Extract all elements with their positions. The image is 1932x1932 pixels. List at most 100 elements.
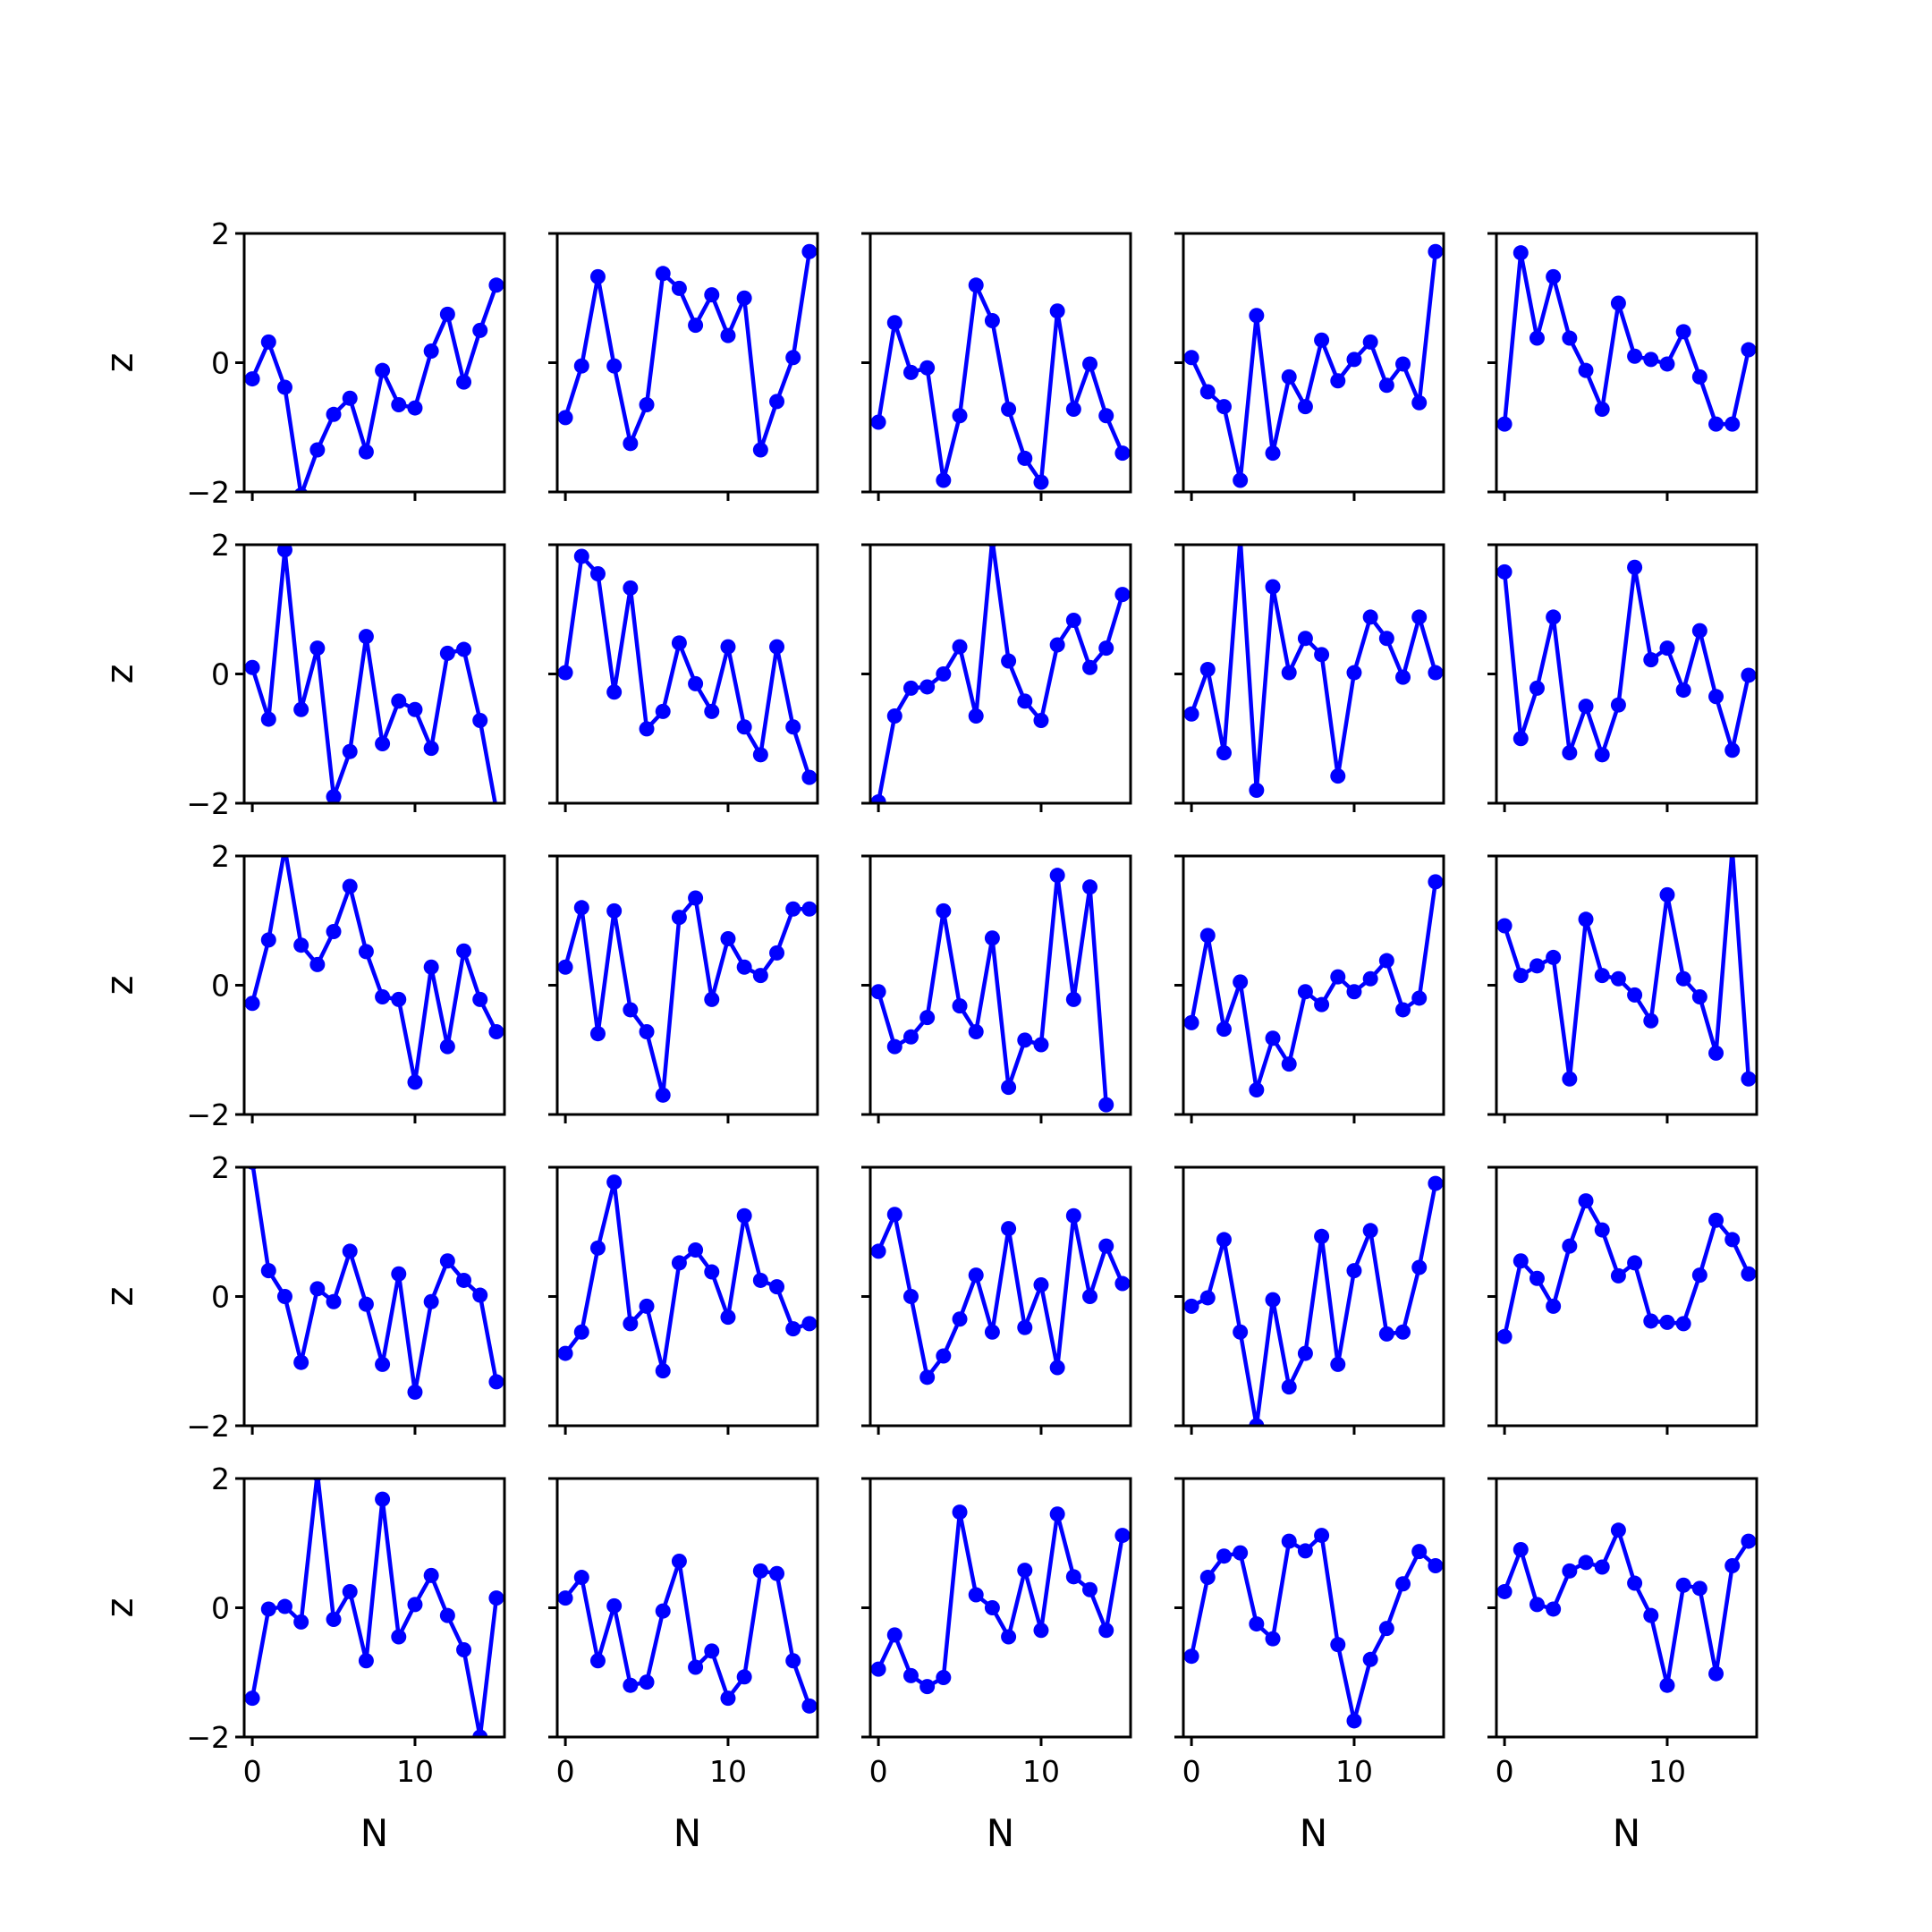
- data-point: [1578, 911, 1594, 928]
- data-point: [260, 711, 276, 727]
- data-point: [1249, 783, 1265, 799]
- y-tick-label: −2: [186, 1097, 230, 1132]
- data-point: [736, 959, 752, 975]
- data-point: [1216, 1548, 1232, 1564]
- y-axis-label: z: [97, 1286, 141, 1306]
- data-point: [472, 713, 488, 729]
- data-point: [1378, 1326, 1394, 1342]
- data-point: [1627, 987, 1643, 1003]
- data-point: [1675, 1577, 1691, 1593]
- data-point: [1724, 742, 1741, 758]
- data-point: [342, 878, 358, 894]
- data-point: [1330, 1637, 1346, 1653]
- series-line: [250, 1167, 499, 1394]
- data-point: [1578, 1555, 1594, 1571]
- data-point: [688, 318, 704, 334]
- series-group: [244, 856, 504, 1090]
- data-point: [1362, 1651, 1378, 1667]
- data-point: [736, 290, 752, 306]
- data-point: [293, 1354, 309, 1370]
- data-point: [1529, 680, 1545, 696]
- series-group: [1183, 874, 1444, 1098]
- x-tick-label: 10: [1022, 1754, 1060, 1789]
- data-point: [902, 680, 919, 696]
- data-point: [1562, 1563, 1578, 1579]
- data-point: [1001, 653, 1017, 669]
- data-point: [936, 1670, 952, 1686]
- series-line: [1502, 1199, 1750, 1337]
- data-point: [671, 280, 687, 296]
- data-point: [1362, 609, 1378, 625]
- data-point: [1529, 958, 1545, 974]
- data-point: [870, 414, 886, 430]
- data-point: [488, 1374, 504, 1390]
- data-point: [919, 1679, 936, 1695]
- data-point: [1594, 1559, 1610, 1575]
- data-point: [1659, 886, 1675, 902]
- data-point: [688, 890, 704, 906]
- data-point: [573, 358, 589, 374]
- series-group: [557, 890, 818, 1103]
- panel-r3-c1: [548, 1165, 819, 1435]
- panel-r3-c0: −2 0 2 z: [97, 1150, 506, 1444]
- y-tick-label: −2: [186, 1720, 230, 1755]
- data-point: [407, 1597, 423, 1613]
- data-point: [639, 1674, 655, 1690]
- data-point: [1033, 713, 1049, 729]
- series-group: [1496, 1193, 1757, 1344]
- data-point: [391, 991, 407, 1007]
- data-point: [1708, 1212, 1724, 1228]
- data-point: [785, 901, 801, 917]
- data-point: [456, 1272, 472, 1288]
- data-point: [1346, 665, 1362, 681]
- data-point: [1265, 579, 1281, 595]
- data-point: [244, 371, 260, 387]
- data-point: [870, 984, 886, 1000]
- data-point: [488, 277, 504, 293]
- data-point: [391, 1266, 407, 1282]
- data-point: [1017, 450, 1033, 466]
- data-point: [655, 266, 671, 282]
- series-group: [870, 868, 1114, 1113]
- data-point: [623, 1002, 639, 1018]
- data-point: [886, 1207, 902, 1223]
- data-point: [1001, 1080, 1017, 1096]
- data-point: [1428, 1558, 1444, 1574]
- data-point: [1281, 1533, 1297, 1549]
- data-point: [720, 1690, 736, 1707]
- data-point: [1741, 342, 1757, 358]
- data-point: [752, 1563, 768, 1579]
- data-point: [1314, 332, 1330, 348]
- data-point: [1082, 1581, 1098, 1597]
- data-point: [1314, 996, 1330, 1013]
- data-point: [769, 639, 785, 655]
- series-group: [244, 277, 504, 492]
- y-tick-label: 2: [211, 216, 230, 251]
- y-tick-label: 0: [211, 969, 230, 1004]
- data-point: [902, 1667, 919, 1683]
- data-point: [244, 1690, 260, 1707]
- data-point: [1297, 399, 1313, 415]
- data-point: [1098, 1623, 1114, 1639]
- y-tick-label: 2: [211, 839, 230, 874]
- series-line: [1189, 1533, 1437, 1724]
- data-point: [1724, 1232, 1741, 1248]
- data-point: [1496, 416, 1513, 432]
- x-tick-label: 10: [1335, 1754, 1373, 1789]
- data-point: [472, 322, 488, 338]
- data-point: [968, 1267, 984, 1284]
- data-point: [1659, 1677, 1675, 1693]
- data-point: [573, 1324, 589, 1340]
- data-point: [391, 693, 407, 709]
- data-point: [919, 1369, 936, 1385]
- panel-r4-c3: 0 10N: [1174, 1477, 1445, 1855]
- data-point: [606, 1174, 623, 1191]
- series-group: [244, 1479, 504, 1737]
- data-point: [1065, 1569, 1081, 1585]
- data-point: [984, 1600, 1000, 1615]
- data-point: [244, 659, 260, 675]
- data-point: [1216, 1232, 1232, 1248]
- series-line: [877, 1212, 1124, 1380]
- data-point: [1314, 647, 1330, 663]
- data-point: [688, 1659, 704, 1675]
